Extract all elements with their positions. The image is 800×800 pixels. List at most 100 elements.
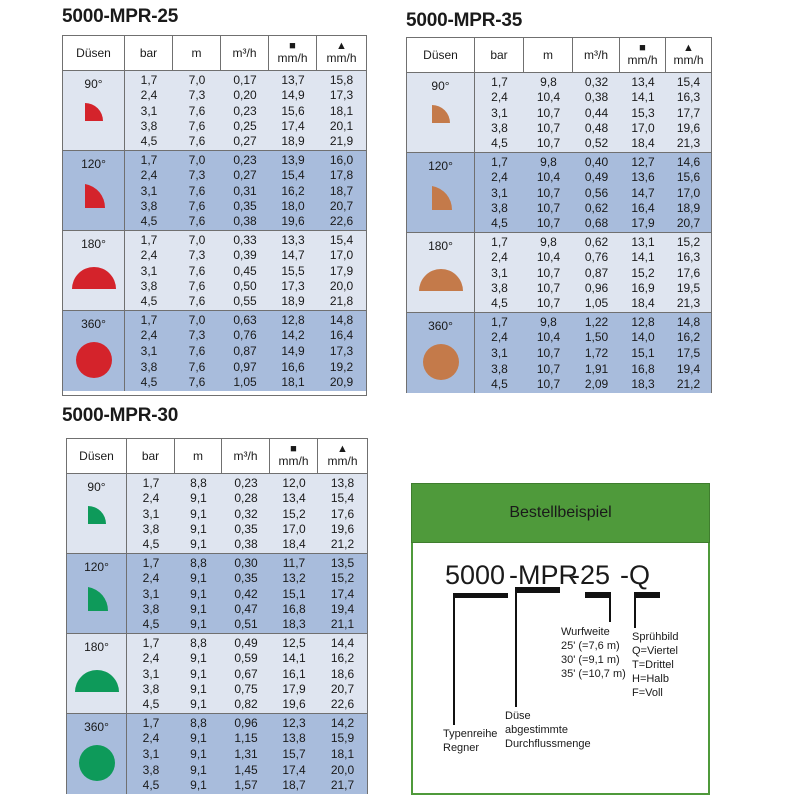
cell-m: 9,8 — [540, 154, 557, 169]
cell-tri: 15,4 — [329, 232, 354, 247]
cell-flow: 0,87 — [233, 344, 257, 358]
cell-tri: 14,8 — [676, 314, 701, 329]
code-pattern: -Q — [620, 560, 650, 590]
cell-flow: 0,59 — [234, 651, 258, 666]
table-row: 3,8 10,7 0,96 16,9 19,5 — [475, 280, 711, 295]
cell-tri: 18,9 — [676, 200, 701, 215]
cell-m: 10,7 — [536, 361, 561, 376]
cell-sq: 18,4 — [631, 136, 655, 151]
cell-bar: 3,1 — [140, 103, 158, 118]
label-series-line: Typenreihe — [443, 728, 498, 740]
table-row: 4,5 10,7 0,68 17,9 20,7 — [475, 216, 711, 231]
cell-sq: 14,1 — [282, 651, 306, 666]
cell-sq: 15,1 — [282, 586, 306, 601]
cell-sq: 11,7 — [282, 555, 306, 570]
cell-sq: 19,6 — [282, 697, 306, 712]
third-circle-icon — [431, 186, 452, 210]
cell-tri: 22,6 — [329, 214, 354, 229]
cell-m: 10,7 — [536, 377, 561, 392]
full-circle-icon — [422, 344, 459, 380]
header-tri: ▲ mm/h — [666, 38, 711, 72]
cell-flow: 0,44 — [584, 105, 609, 120]
label-nozzle-line: abgestimmte — [505, 724, 568, 736]
order-example-header: Bestellbeispiel — [411, 483, 710, 543]
cell-sq: 15,5 — [281, 263, 305, 278]
header-m: m — [173, 36, 221, 70]
cell-bar: 3,1 — [491, 185, 508, 200]
cell-bar: 3,8 — [491, 200, 508, 215]
cell-bar: 1,7 — [491, 74, 508, 89]
table-row: 1,7 8,8 0,49 12,5 14,4 — [127, 635, 367, 650]
cell-tri: 16,4 — [329, 328, 354, 343]
label-range-line: 30' (=9,1 m) — [561, 654, 620, 666]
table-row: 3,1 9,1 0,32 15,2 17,6 — [127, 506, 367, 521]
header-symbol: ▲ — [336, 40, 347, 52]
cell-m: 10,4 — [536, 250, 561, 265]
header-bar: bar — [127, 439, 175, 473]
cell-sq: 13,8 — [282, 731, 306, 746]
cell-sq: 17,4 — [282, 762, 306, 777]
table-row: 1,7 7,0 0,33 13,3 15,4 — [125, 232, 366, 247]
table-row: 3,1 7,6 0,23 15,6 18,1 — [125, 103, 366, 118]
cell-sq: 18,3 — [282, 617, 306, 632]
cell-m: 9,1 — [190, 697, 207, 712]
cell-flow: 0,49 — [234, 635, 258, 650]
nozzle-cell: 180° — [63, 231, 125, 310]
cell-sq: 17,9 — [282, 681, 306, 696]
cell-tri: 21,3 — [676, 136, 701, 151]
header-label: mm/h — [277, 51, 308, 65]
cell-tri: 21,2 — [676, 377, 701, 392]
cell-flow: 0,62 — [584, 200, 609, 215]
cell-bar: 1,7 — [142, 475, 160, 490]
values-block: 1,7 9,8 0,32 13,4 15,4 2,4 10,4 0,38 14,1 16,3 3,1… — [475, 73, 711, 152]
cell-m: 8,8 — [190, 635, 207, 650]
cell-m: 7,3 — [188, 88, 206, 103]
cell-bar: 4,5 — [142, 537, 160, 552]
cell-tri: 13,8 — [330, 475, 355, 490]
cell-m: 9,1 — [190, 747, 207, 761]
cell-flow: 0,30 — [234, 555, 258, 570]
cell-sq: 15,1 — [631, 346, 655, 360]
cell-m: 9,1 — [190, 617, 207, 632]
cell-sq: 18,7 — [282, 778, 306, 793]
cell-bar: 2,4 — [142, 491, 160, 506]
table-row: 1,7 9,8 0,32 13,4 15,4 — [475, 74, 711, 89]
cell-sq: 16,2 — [281, 183, 305, 198]
cell-sq: 15,3 — [631, 105, 655, 120]
nozzle-group: 360° 1,7 9,8 1,22 12,8 14,8 2,4 10,4 1,50 14,0 16,… — [407, 313, 711, 393]
nozzle-angle: 90° — [84, 77, 103, 91]
cell-bar: 4,5 — [142, 697, 160, 712]
cell-tri: 19,6 — [330, 521, 355, 536]
cell-m: 9,1 — [190, 586, 207, 601]
cell-m: 7,6 — [188, 198, 206, 213]
cell-tri: 17,6 — [676, 265, 701, 280]
table-row: 2,4 10,4 0,76 14,1 16,3 — [475, 249, 711, 264]
cell-bar: 2,4 — [491, 90, 508, 105]
cell-flow: 0,42 — [234, 586, 258, 601]
cell-sq: 12,8 — [281, 312, 305, 327]
cell-m: 9,1 — [190, 666, 207, 681]
cell-flow: 0,32 — [584, 74, 609, 89]
cell-tri: 21,1 — [330, 617, 355, 632]
header-flow: m³/h — [573, 38, 620, 72]
cell-flow: 0,28 — [234, 491, 258, 506]
cell-tri: 17,3 — [329, 344, 354, 358]
header-label: Düsen — [423, 47, 458, 62]
cell-tri: 17,6 — [330, 506, 355, 521]
label-nozzle-line: Düse — [505, 710, 531, 722]
full-circle-icon — [75, 342, 112, 378]
table-row: 3,1 10,7 1,72 15,1 17,5 — [475, 345, 711, 361]
cell-bar: 1,7 — [140, 152, 158, 167]
cell-bar: 1,7 — [491, 234, 508, 249]
cell-m: 10,7 — [536, 265, 561, 280]
table-mpr-30: Düsen bar m m³/h ■ mm/h ▲ mm/h 90° 1,7 8,8 0,23 12,0… — [66, 438, 368, 794]
cell-m: 7,0 — [188, 312, 206, 327]
header-tri: ▲ mm/h — [317, 36, 366, 70]
cell-bar: 4,5 — [140, 134, 158, 149]
cell-bar: 2,4 — [142, 651, 160, 666]
cell-sq: 14,1 — [631, 90, 655, 105]
label-range-line: 25' (=7,6 m) — [561, 640, 620, 652]
values-block: 1,7 7,0 0,17 13,7 15,8 2,4 7,3 0,20 14,9 17,3 3,1 7… — [125, 71, 366, 150]
cell-tri: 15,2 — [676, 234, 701, 249]
table-mpr-35: Düsen bar m m³/h ■ mm/h ▲ mm/h 90° 1,7 9,8 0,32 13,4… — [406, 37, 712, 393]
